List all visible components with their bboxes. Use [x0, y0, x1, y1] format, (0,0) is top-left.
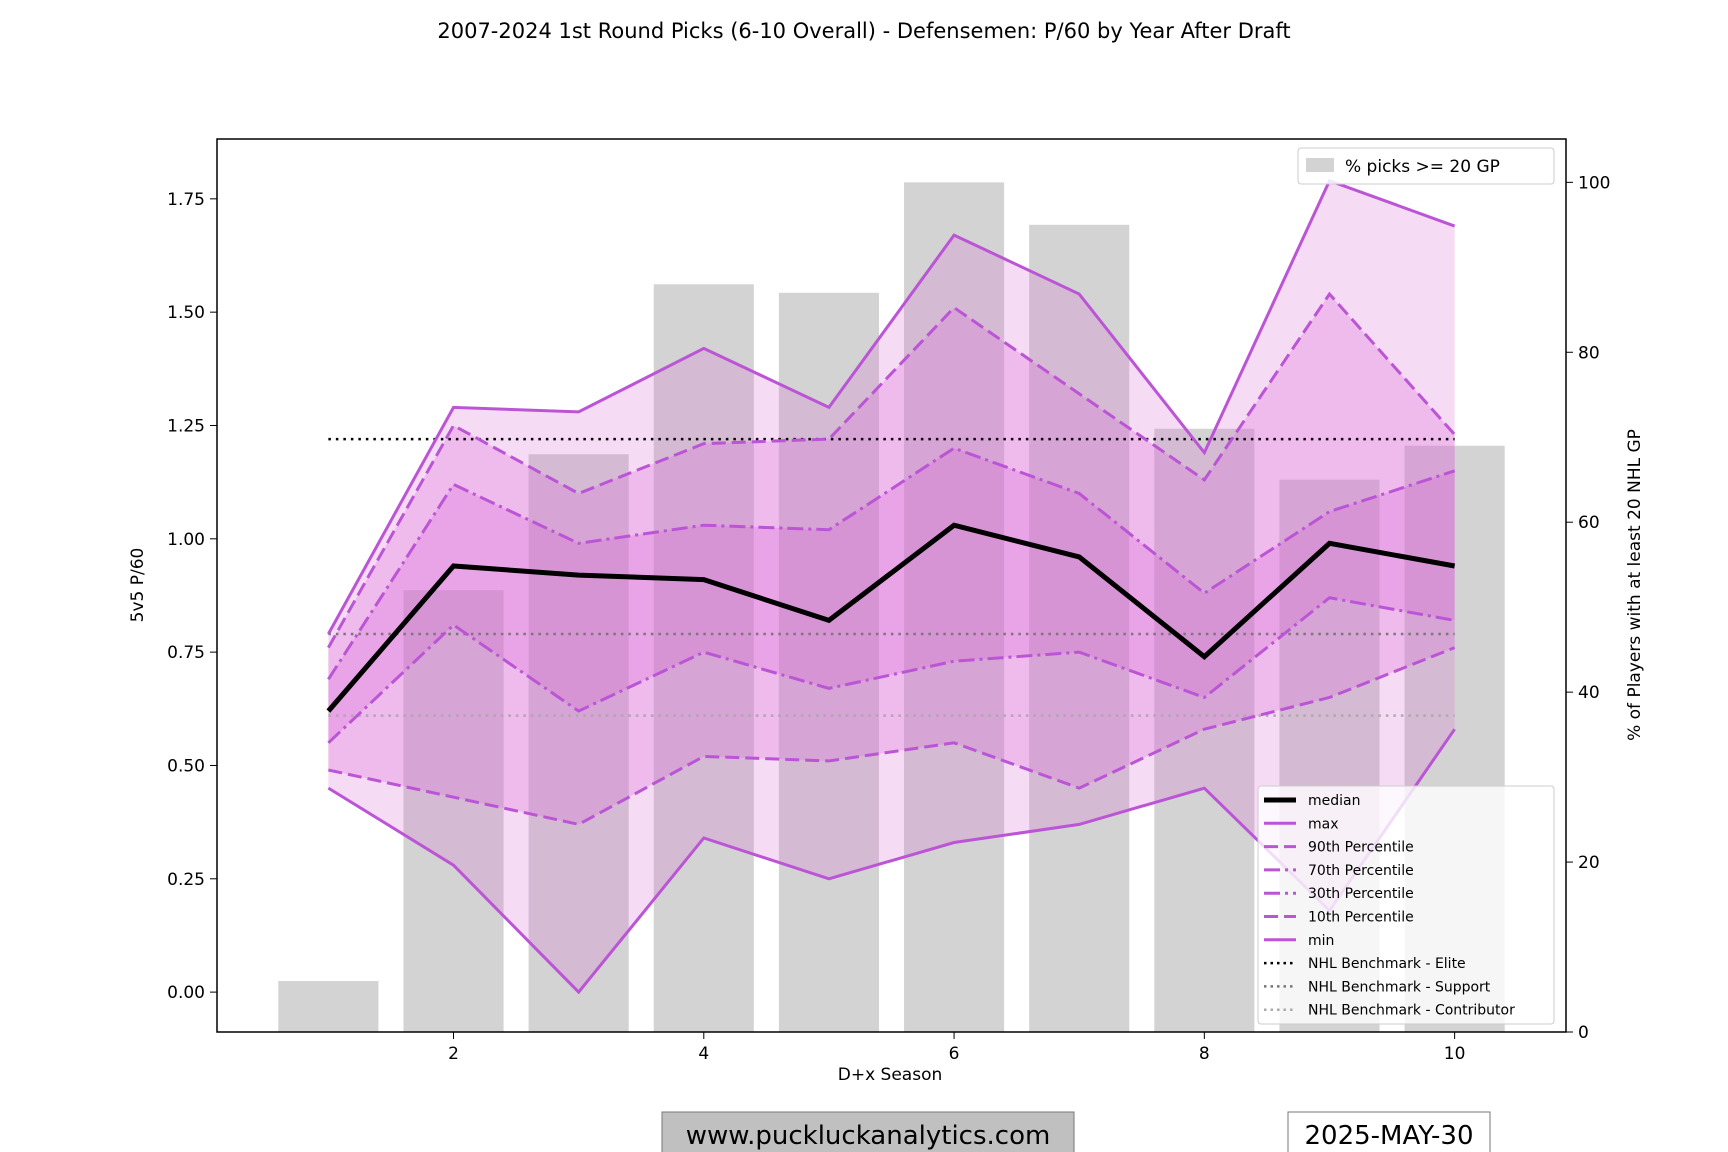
- y2-tick-label: 60: [1578, 513, 1600, 533]
- y-tick-label: 0.75: [167, 643, 205, 663]
- bar-1: [278, 981, 379, 1032]
- y-tick-label: 1.25: [167, 416, 205, 436]
- y-tick-label: 1.00: [167, 530, 205, 550]
- y2-axis-label: % of Players with at least 20 NHL GP: [1625, 429, 1645, 741]
- x-tick-label: 6: [949, 1044, 960, 1064]
- x-tick-label: 4: [698, 1044, 709, 1064]
- bar-6: [904, 182, 1005, 1033]
- legend-label: min: [1308, 933, 1334, 949]
- series-line-max: [327, 178, 1456, 635]
- bar-5: [778, 292, 879, 1032]
- x-tick-label: 10: [1444, 1044, 1466, 1064]
- bar-legend-box: [1297, 147, 1555, 185]
- bar-7: [1029, 224, 1130, 1033]
- band-min-max: [328, 180, 1455, 993]
- y2-tick-label: 40: [1578, 683, 1600, 703]
- series-line-10th-percentile: [328, 646, 1456, 826]
- y-tick-label: 1.75: [167, 190, 205, 210]
- legend-label: median: [1308, 793, 1360, 809]
- y-tick-label: 0.50: [167, 756, 205, 776]
- series-line-30th-percentile: [327, 596, 1455, 744]
- legend-label: 30th Percentile: [1308, 886, 1414, 902]
- website-box: [661, 1111, 1075, 1152]
- bar-legend-label: % picks >= 20 GP: [1345, 157, 1500, 177]
- legend-label: NHL Benchmark - Contributor: [1308, 1003, 1515, 1019]
- legend-label: max: [1308, 816, 1339, 832]
- legend-label: 90th Percentile: [1308, 840, 1414, 856]
- series-line-median: [326, 522, 1456, 713]
- y2-tick-label: 20: [1578, 853, 1600, 873]
- legend-label: 70th Percentile: [1308, 863, 1414, 879]
- legend-label: NHL Benchmark - Elite: [1308, 956, 1466, 972]
- bar-4: [653, 284, 754, 1032]
- date-box: [1287, 1111, 1491, 1152]
- y-tick-label: 0.00: [167, 983, 205, 1003]
- x-tick-label: 2: [448, 1044, 459, 1064]
- y2-tick-label: 100: [1578, 173, 1610, 193]
- x-tick-label: 8: [1199, 1044, 1210, 1064]
- bar-2: [403, 590, 504, 1032]
- plot-frame: [216, 138, 1567, 1033]
- website-text: www.puckluckanalytics.com: [686, 1121, 1051, 1151]
- band-10-90: [328, 294, 1455, 825]
- x-axis-label: D+x Season: [838, 1065, 943, 1085]
- bar-3: [528, 454, 629, 1032]
- legend-label: NHL Benchmark - Support: [1308, 979, 1491, 995]
- y-tick-label: 0.25: [167, 870, 205, 890]
- series-line-90th-percentile: [327, 291, 1456, 649]
- line-legend-box: [1257, 785, 1555, 1025]
- chart-title: 2007-2024 1st Round Picks (6-10 Overall)…: [437, 19, 1290, 43]
- date-text: 2025-MAY-30: [1304, 1121, 1473, 1151]
- y2-tick-label: 80: [1578, 343, 1600, 363]
- y-axis-label: 5v5 P/60: [128, 548, 148, 623]
- series-line-70th-percentile: [327, 446, 1456, 681]
- y2-tick-label: 0: [1578, 1023, 1589, 1043]
- bar-legend-swatch: [1306, 158, 1334, 172]
- y-tick-label: 1.50: [167, 303, 205, 323]
- legend-label: 10th Percentile: [1308, 910, 1414, 926]
- band-30-70: [328, 448, 1455, 743]
